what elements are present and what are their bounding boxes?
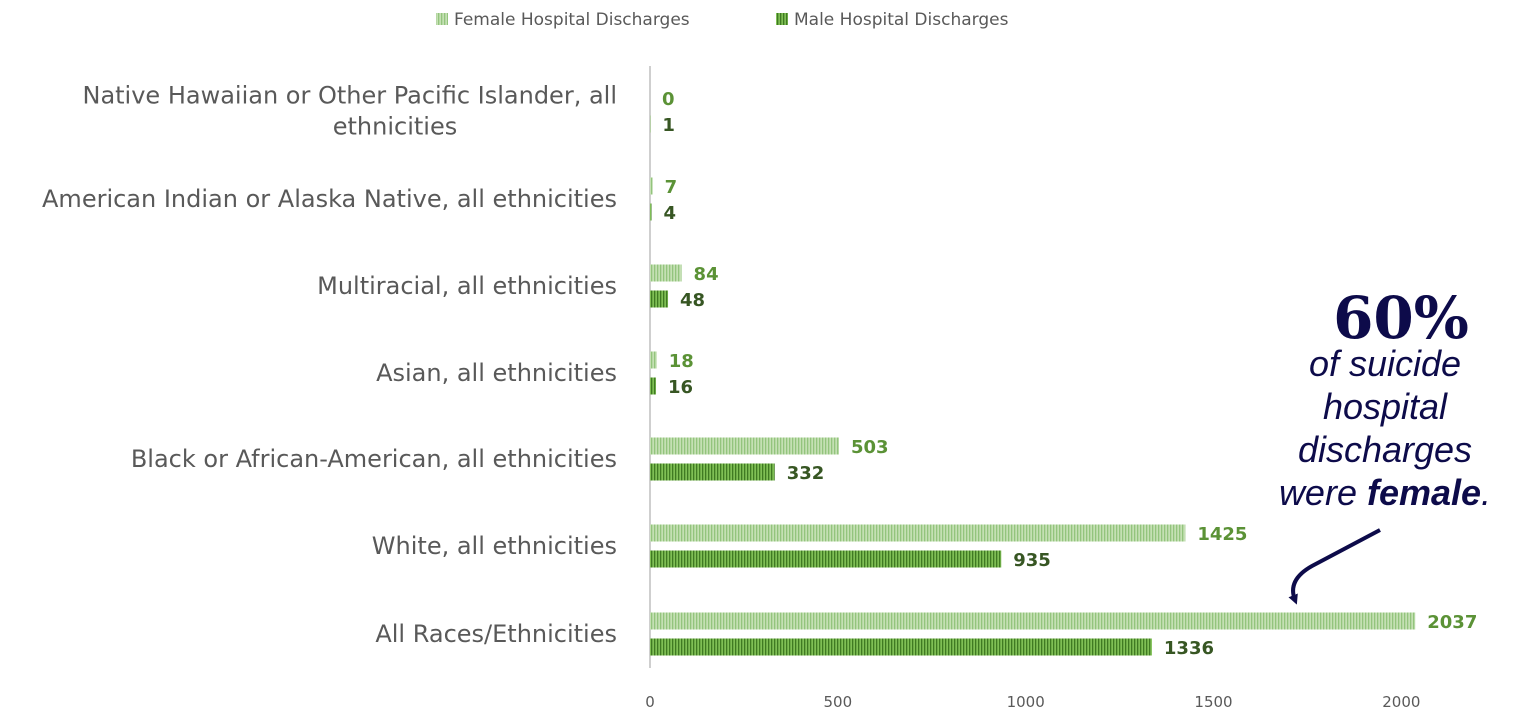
legend-swatch-female (436, 13, 448, 25)
annotation-last-line: were female. (1279, 472, 1491, 513)
annotation-line: of suicide (1309, 343, 1461, 384)
x-tick-label: 0 (645, 693, 655, 711)
bar-female (650, 351, 657, 369)
legend-label-male: Male Hospital Discharges (794, 10, 1009, 30)
data-label-male: 4 (664, 203, 677, 224)
bar-male (650, 377, 657, 395)
data-label-female: 2037 (1427, 612, 1477, 633)
data-labels: 0 1 7 4 84 48 18 16 503 332 1425 935 2037 1336 (662, 89, 1477, 659)
legend: Female Hospital Discharges Male Hospital … (436, 10, 1009, 30)
data-label-male: 332 (787, 463, 825, 484)
data-label-female: 1425 (1197, 524, 1247, 545)
bar-male (650, 290, 669, 308)
annotation-arrow (1288, 528, 1381, 605)
x-tick-label: 1000 (1007, 693, 1045, 711)
bar-female (650, 524, 1186, 542)
bar-male (650, 638, 1152, 656)
x-tick-label: 1500 (1194, 693, 1232, 711)
bar-female (650, 612, 1416, 630)
bar-male (650, 203, 652, 221)
category-label: Asian, all ethnicities (376, 359, 617, 387)
legend-swatch-male (776, 13, 788, 25)
data-label-male: 48 (680, 290, 705, 311)
bar-female (650, 437, 839, 455)
category-labels: Native Hawaiian or Other Pacific Islande… (42, 82, 617, 649)
annotation-line: hospital (1323, 386, 1448, 427)
data-label-female: 84 (694, 264, 719, 285)
data-label-male: 1 (662, 115, 675, 136)
category-label: White, all ethnicities (372, 532, 617, 560)
category-label: American Indian or Alaska Native, all et… (42, 185, 617, 213)
bar-male (650, 550, 1002, 568)
bar-male (650, 463, 775, 481)
x-tick-label: 2000 (1382, 693, 1420, 711)
annotation-percent: 60% (1333, 284, 1469, 352)
bar-female (650, 264, 682, 282)
category-label: All Races/Ethnicities (375, 620, 617, 648)
data-label-male: 16 (668, 377, 693, 398)
data-label-male: 935 (1013, 550, 1051, 571)
category-label: Multiracial, all ethnicities (317, 272, 617, 300)
data-label-female: 18 (669, 351, 694, 372)
x-tick-label: 500 (824, 693, 853, 711)
data-label-female: 0 (662, 89, 675, 110)
annotation-line: discharges (1298, 429, 1472, 470)
data-label-female: 7 (665, 177, 678, 198)
data-label-male: 1336 (1164, 638, 1214, 659)
bar-female (650, 177, 653, 195)
bars (650, 115, 1416, 656)
legend-label-female: Female Hospital Discharges (454, 10, 690, 30)
category-label: Black or African-American, all ethniciti… (131, 445, 617, 473)
x-axis-tick-labels: 05001000150020002500 (645, 693, 1420, 711)
category-label: Native Hawaiian or Other Pacific Islande… (82, 82, 617, 141)
data-label-female: 503 (851, 437, 889, 458)
